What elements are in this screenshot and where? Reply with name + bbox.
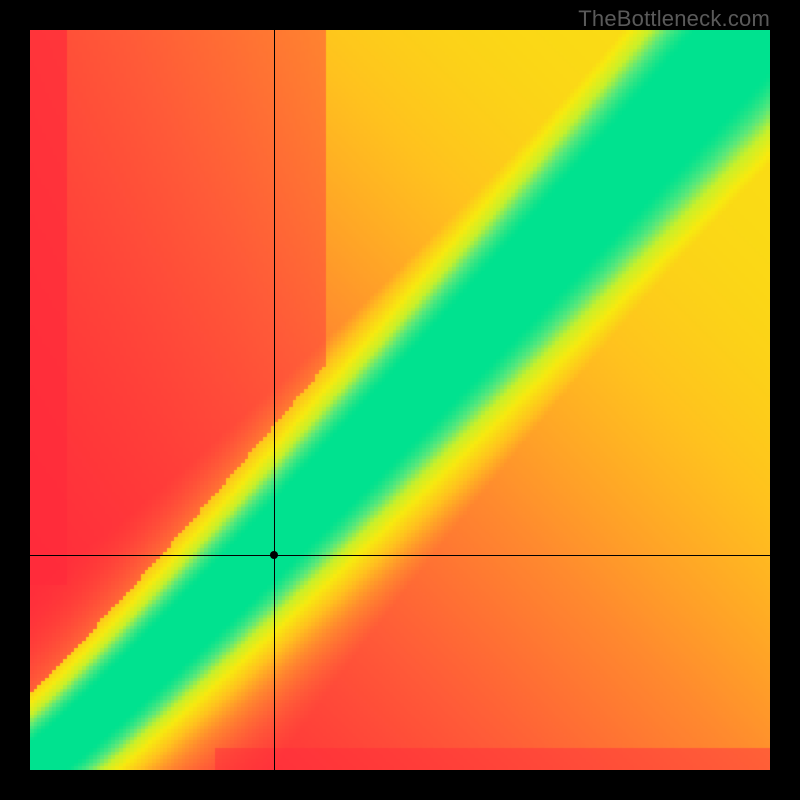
- heatmap-canvas: [30, 30, 770, 770]
- watermark-text: TheBottleneck.com: [578, 6, 770, 32]
- heatmap-plot: [30, 30, 770, 770]
